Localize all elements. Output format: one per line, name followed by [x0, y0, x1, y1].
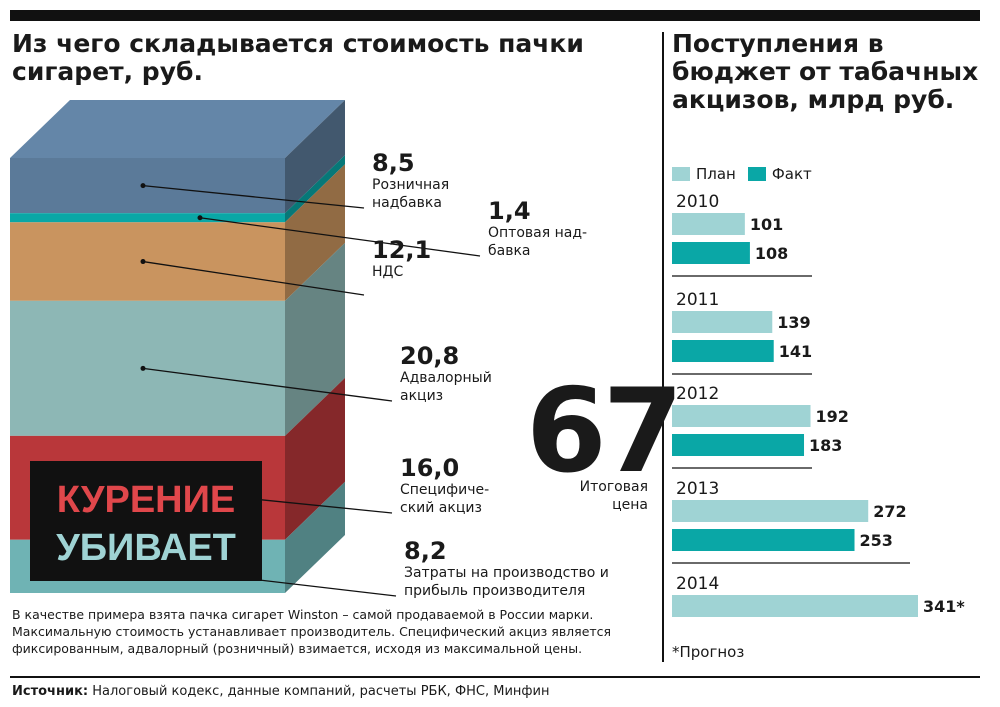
bar-plan-2012 [672, 405, 811, 427]
bar-label-fact-2010: 108 [755, 244, 788, 263]
segment-side-4 [285, 242, 345, 436]
segment-label-4: Адвалорный акциз [400, 370, 492, 404]
bar-plan-2014 [672, 595, 918, 617]
segment-value-5: 16,0 [400, 454, 460, 482]
segment-side-5 [285, 377, 345, 540]
segment-value-6: 8,2 [404, 537, 447, 565]
leader-line-1 [142, 184, 365, 209]
segment-value-4: 20,8 [400, 342, 460, 370]
right-chart-title: Поступления в бюджет от табачных акцизов… [672, 29, 979, 114]
segment-label-6: Затраты на производство и прибыль произв… [404, 565, 609, 599]
segment-label-3: НДС [372, 264, 404, 280]
source-line: Источник: Налоговый кодекс, данные компа… [12, 684, 549, 700]
segment-side-2 [285, 155, 345, 223]
year-label-2011: 2011 [676, 290, 719, 310]
segment-label-2: Оптовая над- бавка [488, 225, 588, 259]
bar-fact-2011 [672, 340, 774, 362]
bar-label-fact-2012: 183 [809, 436, 842, 455]
warning-text-line2: УБИВАЕТ [56, 527, 236, 569]
total-price-label: Итоговая цена [579, 479, 648, 513]
bar-fact-2013 [672, 529, 855, 551]
warning-text-line1: КУРЕНИЕ [57, 479, 236, 521]
leader-line-4 [142, 367, 393, 402]
segment-value-1: 8,5 [372, 149, 415, 177]
segment-side-6 [285, 481, 345, 593]
bar-label-fact-2013: 253 [860, 531, 893, 550]
source-text: Налоговый кодекс, данные компаний, расче… [92, 684, 550, 699]
legend-swatch-fact [747, 167, 766, 181]
segment-front-3 [10, 222, 285, 301]
left-chart-title: Из чего складывается стоимость пачки сиг… [12, 29, 584, 86]
segment-value-2: 1,4 [488, 197, 531, 225]
warning-box [30, 461, 262, 581]
legend-swatch-plan [672, 167, 690, 181]
bar-fact-2012 [672, 434, 805, 456]
segment-label-5: Специфиче- ский акциз [400, 482, 490, 516]
leader-line-3 [142, 260, 365, 296]
forecast-footnote: *Прогноз [672, 643, 745, 661]
bottom-rule [10, 676, 980, 678]
segment-front-2 [10, 213, 285, 223]
legend-label-fact: Факт [771, 165, 812, 183]
bar-label-fact-2011: 141 [779, 342, 812, 361]
legend: План Факт [672, 164, 812, 184]
year-label-2013: 2013 [676, 479, 719, 499]
explanatory-note: В качестве примера взята пачка сигарет W… [12, 607, 612, 656]
bar-label-plan-2010: 101 [750, 215, 783, 234]
bar-label-plan-2011: 139 [777, 313, 810, 332]
year-label-2010: 2010 [676, 192, 719, 212]
bar-label-plan-2014: 341* [923, 597, 965, 616]
column-divider [662, 32, 664, 662]
legend-label-plan: План [696, 165, 736, 183]
year-label-2014: 2014 [676, 574, 719, 594]
bar-label-plan-2013: 272 [873, 502, 906, 521]
segment-value-3: 12,1 [372, 236, 432, 264]
bar-label-plan-2012: 192 [816, 407, 849, 426]
pack-top-face [10, 100, 345, 158]
segment-side-1 [285, 100, 345, 214]
year-label-2012: 2012 [676, 384, 719, 404]
leader-line-2 [199, 217, 481, 257]
bar-fact-2010 [672, 242, 750, 264]
bar-plan-2013 [672, 500, 869, 522]
total-price-value: 67 [526, 364, 683, 499]
source-label: Источник: [12, 684, 89, 699]
excise-revenue-chart: 2010 101 108 2011 139 141 2012 192 183 2013 272 253… [672, 192, 965, 617]
segment-label-1: Розничная надбавка [372, 177, 450, 211]
bar-plan-2010 [672, 213, 745, 235]
bar-plan-2011 [672, 311, 773, 333]
cost-breakdown-chart: КУРЕНИЕ УБИВАЕТ [10, 100, 481, 597]
top-rule [10, 10, 980, 21]
segment-side-3 [285, 164, 345, 301]
